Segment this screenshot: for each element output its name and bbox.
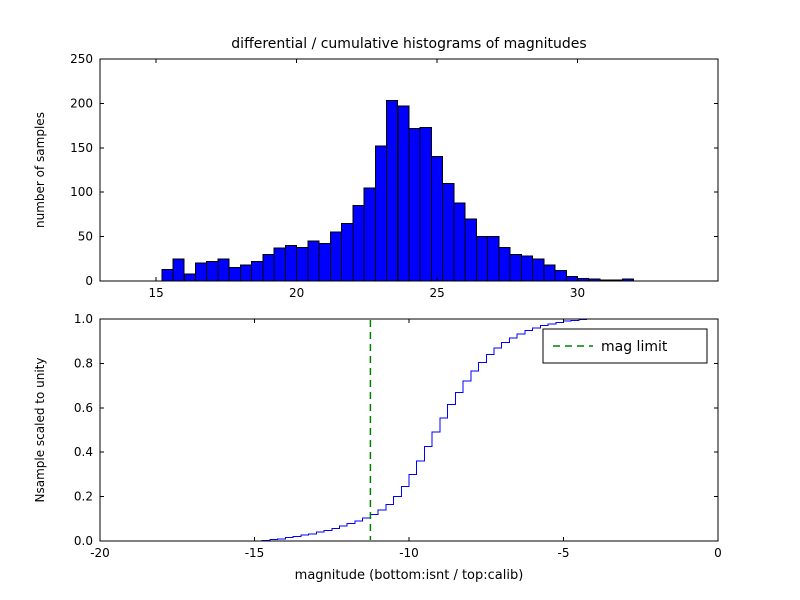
histogram-bar [554,269,567,282]
histogram-bars [161,100,635,282]
top-axes: 15 20 25 30 0 50 100 150 200 250 [70,52,719,300]
histogram-bar [419,126,432,282]
histogram-bar [498,246,511,282]
bottom-xtick-label: -20 [90,546,110,560]
histogram-bar [251,261,264,282]
histogram-bar [408,127,421,282]
histogram-bar [262,253,275,282]
top-xtick-label: 30 [570,286,585,300]
legend: mag limit [542,328,708,364]
bottom-xtick-label: 0 [714,546,722,560]
histogram-bar [565,276,578,282]
bottom-frame [99,318,719,542]
histogram-bar [195,262,208,282]
bottom-ylabel: Nsample scaled to unity [33,357,47,503]
histogram-bar [296,246,309,282]
histogram-bar [329,231,342,282]
histogram-bar [475,236,489,282]
histogram-bar [464,218,477,282]
bottom-xtick-label: -15 [245,546,265,560]
bottom-ytick-label: 0.4 [74,445,93,459]
histogram-bar [307,240,320,282]
histogram-bar [228,267,241,282]
bottom-ytick-label: 1.0 [74,312,93,326]
bottom-ytick-label: 0.2 [74,490,93,504]
histogram-bar [431,156,444,282]
histogram-bar [442,182,455,282]
histogram-bar [520,255,534,282]
histogram-bar [487,236,500,282]
top-xtick-label: 25 [429,286,444,300]
top-ytick-label: 0 [85,274,93,288]
bottom-ytick-label: 0.6 [74,401,93,415]
top-ytick-label: 100 [70,185,93,199]
histogram-bar [386,100,399,282]
histogram-bar [543,264,556,282]
histogram-bar [183,273,197,282]
top-ytick-label: 50 [78,230,93,244]
top-ytick-label: 200 [70,96,93,110]
histogram-bar [341,222,354,282]
histogram-bar [273,247,286,282]
histogram-bar [240,264,253,282]
bottom-xtick-label: -10 [399,546,419,560]
histogram-bar [161,269,174,282]
top-ytick-label: 250 [70,52,93,66]
chart-title: differential / cumulative histograms of … [231,36,587,52]
histogram-bar [374,145,387,282]
top-xtick-label: 15 [149,286,164,300]
histogram-bar [363,187,376,282]
histogram-bar [217,258,230,282]
histogram-bar [453,202,466,282]
histogram-bar [532,258,545,282]
bottom-xtick-label: -5 [558,546,570,560]
histogram-bar [509,253,522,282]
top-xtick-label: 20 [289,286,304,300]
bottom-xlabel: magnitude (bottom:isnt / top:calib) [294,568,524,583]
histogram-bar [172,258,185,282]
top-ylabel: number of samples [33,112,47,228]
top-frame [99,58,719,282]
bottom-axes: -20 -15 -10 -5 0 0.0 0.2 0.4 0.6 0.8 1.0 [74,312,722,560]
histogram-bar [206,261,219,282]
histogram-bar [397,105,410,282]
bottom-ytick-label: 0.0 [74,534,93,548]
top-ytick-label: 150 [70,141,93,155]
legend-label: mag limit [601,339,668,355]
histogram-bar [284,245,298,282]
bottom-ytick-label: 0.8 [74,356,93,370]
histogram-bar [352,205,365,282]
histogram-bar [318,243,331,282]
cumulative-step-line [100,318,718,542]
